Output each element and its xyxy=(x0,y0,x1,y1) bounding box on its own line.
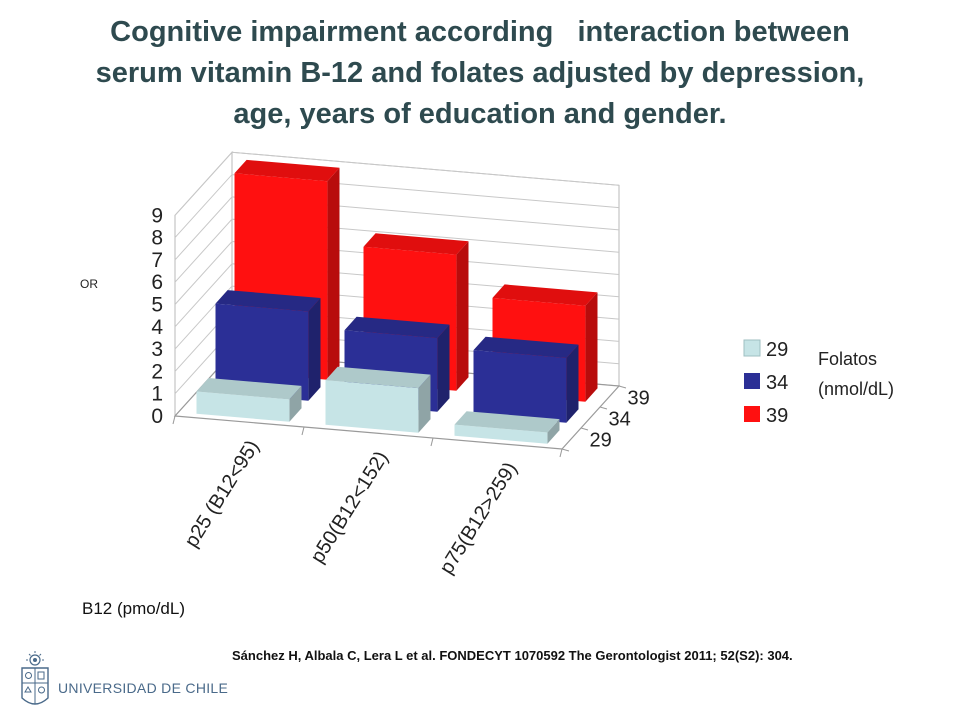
bar-34-1 xyxy=(215,290,321,401)
x-tick-label: p50(B12<152) xyxy=(307,447,393,567)
depth-tick-mark xyxy=(618,385,627,389)
bar-top xyxy=(215,290,321,312)
y-tick-label: 7 xyxy=(151,249,163,272)
y-tick-label: 1 xyxy=(151,383,163,406)
legend-swatch-39 xyxy=(744,406,760,422)
bar-29-1 xyxy=(196,378,302,422)
bar-top xyxy=(363,233,469,255)
gridline xyxy=(174,174,620,238)
y-tick-label: 2 xyxy=(151,360,163,383)
x-axis-ticks: p25 (B12<95) p50(B12<152) p75(B12>259) xyxy=(181,436,522,578)
shield-icon xyxy=(21,667,49,705)
legend-label-34: 34 xyxy=(766,372,788,394)
legend-label-39: 39 xyxy=(766,405,788,427)
bar-front xyxy=(454,424,548,444)
depth-tick-mark xyxy=(580,427,589,431)
bar-top xyxy=(196,378,302,400)
x-tick-label: p75(B12>259) xyxy=(436,458,522,578)
gridline xyxy=(174,285,620,350)
sun-emblem-icon xyxy=(26,651,44,666)
bar-side xyxy=(327,167,340,380)
y-tick-label: 8 xyxy=(151,227,163,250)
bar-top xyxy=(492,284,598,306)
bar-side xyxy=(437,324,450,412)
bar-top xyxy=(344,316,450,339)
citation: Sánchez H, Albala C, Lera L et al. FONDE… xyxy=(232,648,793,663)
legend-title-line-1: Folatos xyxy=(818,349,877,369)
legend-title-line-2: (nmol/dL) xyxy=(818,379,894,399)
bar-side xyxy=(566,344,579,423)
legend-label-29: 29 xyxy=(766,339,788,361)
bar-34-3 xyxy=(473,336,579,423)
bar-side xyxy=(418,374,431,433)
gridline xyxy=(174,151,620,216)
x-axis-label: B12 (pmo/dL) xyxy=(82,599,185,618)
chart-bars xyxy=(196,159,598,444)
y-tick-label: 0 xyxy=(151,405,163,428)
university-logo xyxy=(21,651,49,705)
bar-front xyxy=(325,380,419,433)
y-axis-label: OR xyxy=(80,277,98,291)
bar-top xyxy=(454,411,560,433)
bar-top xyxy=(234,159,340,182)
gridline xyxy=(174,263,620,328)
bar-front xyxy=(196,391,290,422)
bar-side xyxy=(308,298,321,401)
gridline xyxy=(174,240,620,305)
title-line-1: Cognitive impairment according interacti… xyxy=(110,16,850,48)
depth-tick-label: 39 xyxy=(628,388,650,410)
x-tick-mark xyxy=(301,426,305,436)
bar-29-2 xyxy=(325,366,431,433)
title-line-2: serum vitamin B-12 and folates adjusted … xyxy=(95,57,865,89)
y-tick-label: 4 xyxy=(151,316,163,339)
x-tick-label: p25 (B12<95) xyxy=(181,436,264,551)
bar-side xyxy=(585,292,598,402)
bar-front xyxy=(215,303,309,401)
bar-top xyxy=(325,366,431,389)
y-tick-label: 6 xyxy=(151,271,163,294)
slide-title: Cognitive impairment according interacti… xyxy=(20,12,940,135)
depth-tick-mark xyxy=(599,406,608,410)
gridline xyxy=(174,196,620,261)
bar-front xyxy=(473,350,567,423)
university-name: UNIVERSIDAD DE CHILE xyxy=(58,680,229,696)
legend-swatch-34 xyxy=(744,373,760,389)
depth-tick-label: 34 xyxy=(609,409,631,431)
y-tick-label: 5 xyxy=(151,294,163,317)
bar-side xyxy=(456,241,469,391)
x-tick-mark xyxy=(430,437,434,447)
depth-tick-mark xyxy=(561,448,570,452)
bar-side xyxy=(547,419,560,444)
bar-29-3 xyxy=(454,411,560,444)
title-line-3: age, years of education and gender. xyxy=(233,98,727,130)
legend: 29 34 39 Folatos (nmol/dL) xyxy=(743,339,894,427)
bar-side xyxy=(289,385,302,422)
y-tick-label: 3 xyxy=(151,338,163,361)
x-tick-mark xyxy=(559,448,563,458)
y-tick-label: 9 xyxy=(151,204,163,227)
gridline xyxy=(174,218,620,283)
legend-swatch-29 xyxy=(743,339,761,357)
bar-top xyxy=(473,336,579,358)
x-tick-mark xyxy=(172,415,176,425)
depth-tick-label: 29 xyxy=(590,430,612,452)
